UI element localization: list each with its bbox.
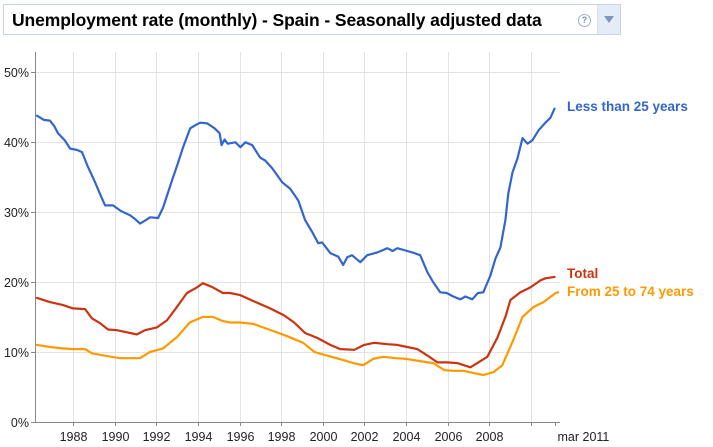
y-tick-label: 20% <box>4 276 29 290</box>
x-tick-label: 1998 <box>268 430 296 444</box>
y-tick-label: 10% <box>4 346 29 360</box>
y-tick-label: 30% <box>4 206 29 220</box>
x-tick-label: 1994 <box>185 430 213 444</box>
legend-less-than-25-years: Less than 25 years <box>567 99 688 114</box>
tick-labels: 0% 10% 20% 30% 40% 50% 1988 1990 1992 1994 1996 199… <box>4 66 609 444</box>
y-tick-label: 0% <box>11 416 29 430</box>
chart-options-dropdown-button[interactable] <box>597 5 620 34</box>
y-tick-label: 50% <box>4 66 29 80</box>
legend-from-25-to-74-years: From 25 to 74 years <box>567 284 694 299</box>
x-tick-label: 2006 <box>435 430 463 444</box>
chart-selector-header: Unemployment rate (monthly) - Spain - Se… <box>3 4 621 35</box>
x-tick-label: 2000 <box>310 430 338 444</box>
series-from-25-to-74-years <box>35 291 560 377</box>
x-tick-label: 1992 <box>143 430 171 444</box>
gridlines <box>35 52 560 422</box>
y-tick-label: 40% <box>4 136 29 150</box>
x-tick-label: 2008 <box>476 430 504 444</box>
x-tick-label: 1988 <box>60 430 88 444</box>
chevron-down-icon <box>604 16 614 23</box>
axes <box>31 52 560 426</box>
x-tick-label: 1996 <box>227 430 255 444</box>
chart-title: Unemployment rate (monthly) - Spain - Se… <box>12 10 542 30</box>
x-end-tick-label: mar 2011 <box>558 430 610 444</box>
x-tick-label: 2004 <box>393 430 421 444</box>
legend-total: Total <box>567 266 599 281</box>
x-tick-label: 1990 <box>102 430 130 444</box>
series-less-than-25-years <box>35 107 556 301</box>
series-lines <box>35 107 560 377</box>
series-total <box>35 275 556 369</box>
help-circle-icon[interactable]: ? <box>578 14 591 27</box>
x-tick-label: 2002 <box>351 430 379 444</box>
